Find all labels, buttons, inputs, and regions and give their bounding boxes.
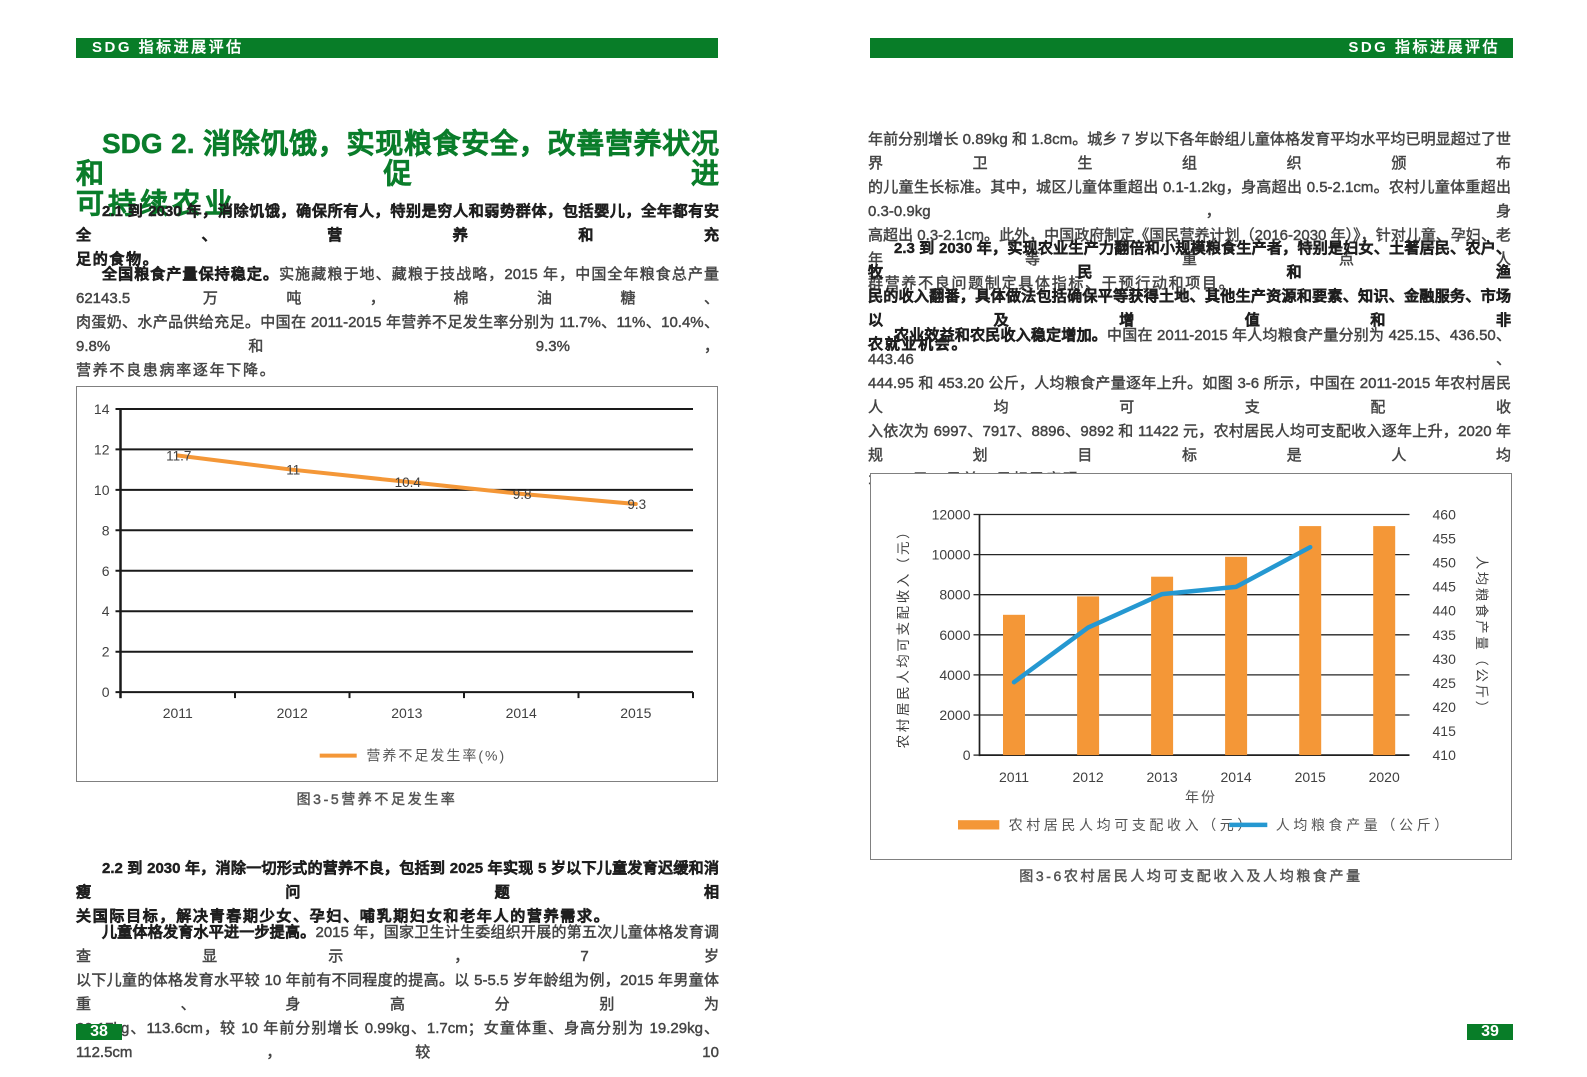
svg-text:14: 14 — [94, 401, 110, 417]
svg-text:11.7: 11.7 — [166, 449, 191, 464]
svg-text:11: 11 — [286, 463, 300, 478]
svg-text:人均粮食产量（公斤）: 人均粮食产量（公斤） — [1276, 817, 1452, 833]
svg-text:460: 460 — [1433, 507, 1457, 523]
svg-text:农村居民人均可支配收入（元）: 农村居民人均可支配收入（元） — [1009, 817, 1255, 833]
svg-text:2012: 2012 — [277, 705, 308, 721]
svg-text:营养不足发生率(%): 营养不足发生率(%) — [366, 748, 506, 764]
svg-text:农村居民人均可支配收入（元）: 农村居民人均可支配收入（元） — [896, 523, 911, 748]
svg-text:6000: 6000 — [939, 627, 970, 643]
svg-text:435: 435 — [1433, 627, 1457, 643]
svg-text:人均粮食产量（公斤）: 人均粮食产量（公斤） — [1474, 556, 1490, 717]
svg-text:10000: 10000 — [932, 547, 971, 563]
svg-text:8: 8 — [102, 522, 110, 538]
svg-text:410: 410 — [1433, 747, 1457, 763]
svg-text:9.3: 9.3 — [627, 497, 646, 512]
svg-text:2015: 2015 — [620, 705, 651, 721]
svg-text:425: 425 — [1433, 675, 1457, 691]
svg-text:2011: 2011 — [163, 705, 193, 721]
svg-text:0: 0 — [102, 684, 110, 700]
svg-text:415: 415 — [1433, 723, 1457, 739]
svg-text:4: 4 — [102, 603, 110, 619]
svg-text:年份: 年份 — [1185, 789, 1217, 805]
svg-text:6: 6 — [102, 563, 110, 579]
svg-text:450: 450 — [1433, 555, 1457, 571]
svg-text:9.8: 9.8 — [513, 487, 532, 502]
svg-text:430: 430 — [1433, 651, 1457, 667]
svg-text:4000: 4000 — [939, 667, 970, 683]
svg-text:8000: 8000 — [939, 587, 970, 603]
svg-text:2013: 2013 — [1147, 769, 1178, 785]
svg-text:445: 445 — [1433, 579, 1457, 595]
svg-text:2: 2 — [102, 644, 110, 660]
svg-text:2011: 2011 — [999, 769, 1029, 785]
svg-text:2012: 2012 — [1073, 769, 1104, 785]
svg-text:2014: 2014 — [1221, 769, 1252, 785]
svg-text:12: 12 — [94, 441, 110, 457]
svg-text:2014: 2014 — [506, 705, 537, 721]
svg-text:10.4: 10.4 — [395, 475, 422, 490]
svg-text:0: 0 — [963, 747, 971, 763]
svg-text:455: 455 — [1433, 531, 1457, 547]
svg-text:420: 420 — [1433, 699, 1457, 715]
svg-text:440: 440 — [1433, 603, 1457, 619]
svg-text:12000: 12000 — [932, 507, 971, 523]
svg-text:2013: 2013 — [391, 705, 422, 721]
svg-text:2020: 2020 — [1369, 769, 1400, 785]
svg-text:2015: 2015 — [1295, 769, 1326, 785]
svg-text:10: 10 — [94, 482, 110, 498]
svg-text:2000: 2000 — [939, 707, 970, 723]
